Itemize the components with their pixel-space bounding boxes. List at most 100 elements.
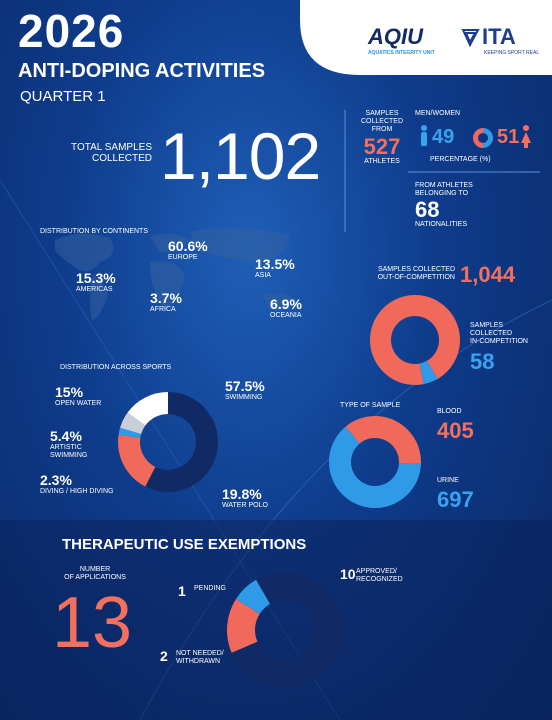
sample-type-segment <box>329 426 421 508</box>
tue-segment <box>235 579 270 614</box>
text-line: FROM ATHLETES <box>415 182 473 189</box>
athletes-label: SAMPLES COLLECTED FROM <box>352 110 412 134</box>
out-label: SAMPLES COLLECTED OUT-OF-COMPETITION <box>355 266 455 282</box>
continents-title: DISTRIBUTION BY CONTINENTS <box>40 228 148 235</box>
sport-segment <box>120 412 146 435</box>
woman-icon <box>521 125 531 148</box>
urine-value: 697 <box>437 487 474 512</box>
nationalities-unit: NATIONALITIES <box>415 221 467 228</box>
ita-logo: ITA <box>482 24 516 49</box>
text-line: NOT NEEDED/ <box>176 650 224 657</box>
type-title: TYPE OF SAMPLE <box>340 402 401 409</box>
text-line: COLLECTED <box>360 118 403 125</box>
year: 2026 <box>18 5 125 57</box>
total-value: 1,102 <box>160 119 321 193</box>
text-line: COLLECTED <box>470 330 513 337</box>
tue-name: APPROVED/RECOGNIZED <box>356 568 403 584</box>
continent-value: 6.9% <box>270 296 302 312</box>
sport-value: 57.5% <box>225 378 265 394</box>
decor <box>0 179 341 720</box>
man-icon <box>421 125 427 146</box>
athletes-unit: ATHLETES <box>364 158 400 165</box>
ita-tagline: KEEPING SPORT REAL <box>484 50 540 56</box>
subtitle: QUARTER 1 <box>20 88 106 105</box>
sport-value: 5.4% <box>50 428 82 444</box>
tue-total: 13 <box>52 583 133 663</box>
sport-name: WATER POLO <box>222 502 268 510</box>
out-value: 1,044 <box>460 262 516 287</box>
sports-title: DISTRIBUTION ACROSS SPORTS <box>60 364 172 371</box>
text-line: WATER POLO <box>222 502 268 509</box>
text-line: RECOGNIZED <box>356 576 403 583</box>
gender-segment <box>483 128 493 148</box>
text-line: ARTISTIC <box>50 444 82 451</box>
in-value: 58 <box>470 349 495 374</box>
title: ANTI-DOPING ACTIVITIES <box>18 60 266 82</box>
sport-value: 2.3% <box>40 472 72 488</box>
tue-value: 1 <box>178 583 186 599</box>
continent-name: AMERICAS <box>76 286 113 293</box>
ita-logo-mark <box>461 29 480 48</box>
total-label: TOTAL SAMPLES COLLECTED <box>40 142 152 164</box>
text-line: SWIMMING <box>225 394 263 401</box>
gender-label: MEN/WOMEN <box>415 110 461 117</box>
world-map <box>55 227 295 320</box>
continent-name: OCEANIA <box>270 312 302 319</box>
text-line: TOTAL SAMPLES <box>71 142 152 153</box>
continent-value: 3.7% <box>150 290 182 306</box>
competition-segment <box>369 295 460 385</box>
aqiu-logo: AQIU <box>368 24 423 49</box>
sport-segment <box>118 434 156 487</box>
text-line: NUMBER <box>79 566 111 573</box>
gender-unit: PERCENTAGE (%) <box>430 156 491 163</box>
text-line: BELONGING TO <box>415 190 469 197</box>
tue-value: 2 <box>160 648 168 664</box>
sport-name: DIVING / HIGH DIVING <box>40 488 114 496</box>
men-value: 49 <box>432 126 455 148</box>
tue-value: 10 <box>340 566 356 582</box>
text-line: OF APPLICATIONS <box>64 574 126 581</box>
nationalities-label: FROM ATHLETES BELONGING TO <box>415 182 473 198</box>
urine-label: URINE <box>437 477 459 484</box>
text-line: COLLECTED <box>91 153 152 164</box>
tue-label: NUMBER OF APPLICATIONS <box>60 566 130 582</box>
sport-value: 19.8% <box>222 486 262 502</box>
in-label: SAMPLES COLLECTED IN-COMPETITION <box>470 322 528 346</box>
text-line: SWIMMING <box>50 452 88 459</box>
text-line: SAMPLES COLLECTED <box>377 266 455 273</box>
continent-value: 15.3% <box>76 270 116 286</box>
tue-name: PENDING <box>194 585 226 593</box>
text-line: PENDING <box>194 585 226 592</box>
continent-name: ASIA <box>255 272 271 279</box>
tue-segment <box>226 599 260 653</box>
continent-value: 60.6% <box>168 238 208 254</box>
sport-name: SWIMMING <box>225 394 262 402</box>
tue-name: NOT NEEDED/WITHDRAWN <box>176 650 224 666</box>
sport-name: OPEN WATER <box>55 400 101 408</box>
sport-segment <box>127 392 168 426</box>
text-line: IN-COMPETITION <box>470 338 528 345</box>
text-line: WITHDRAWN <box>176 658 221 665</box>
text-line: APPROVED/ <box>356 568 397 575</box>
continent-value: 13.5% <box>255 256 295 272</box>
tue-title: THERAPEUTIC USE EXEMPTIONS <box>62 536 307 553</box>
gender-segment <box>473 128 484 148</box>
sport-value: 15% <box>55 384 84 400</box>
sample-type-segment <box>345 416 422 464</box>
sport-segment <box>145 392 218 492</box>
text-line: SAMPLES <box>365 110 399 117</box>
text-line: SAMPLES <box>470 322 504 329</box>
athletes-value: 527 <box>363 134 401 159</box>
text-line: FROM <box>371 126 393 133</box>
text-line: OUT-OF-COMPETITION <box>377 274 455 281</box>
continent-name: AFRICA <box>150 306 176 313</box>
logo-panel <box>300 0 552 75</box>
decor <box>139 299 552 720</box>
text-line: OPEN WATER <box>55 400 102 407</box>
nationalities-value: 68 <box>415 197 440 222</box>
aqiu-tagline: AQUATICS INTEGRITY UNIT <box>368 50 435 56</box>
continent-name: EUROPE <box>168 254 198 261</box>
text-line: DIVING / HIGH DIVING <box>40 488 114 495</box>
